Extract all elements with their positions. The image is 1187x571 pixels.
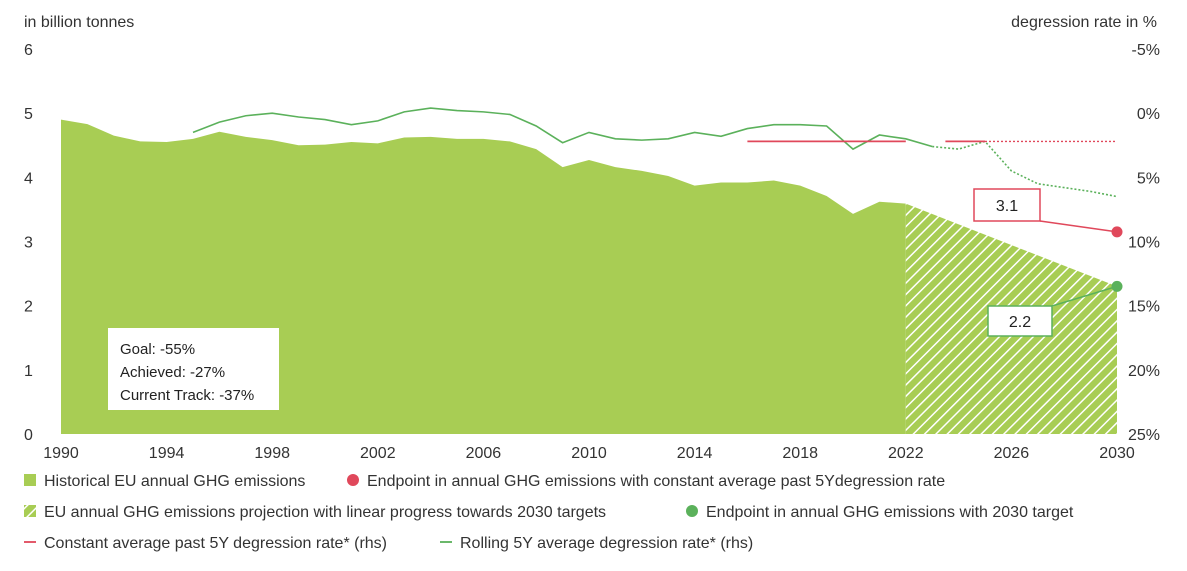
left-tick-label: 4 xyxy=(24,170,33,187)
x-axis-ticks: 1990 1994 1998 2002 2006 2010 2014 2018 2022 2026… xyxy=(43,445,1135,462)
right-tick-label: 5% xyxy=(1137,170,1160,187)
right-tick-label: 10% xyxy=(1128,235,1160,252)
right-axis-ticks: -5% 0% 5% 10% 15% 20% 25% xyxy=(1128,42,1160,444)
endpoint-callout-green: 2.2 xyxy=(987,305,1053,337)
right-axis-title: degression rate in % xyxy=(1011,14,1157,31)
x-tick-label: 1994 xyxy=(149,445,185,462)
legend-label: Rolling 5Y average degression rate* (rhs… xyxy=(460,535,753,552)
callout-red-label: 3.1 xyxy=(996,198,1018,215)
x-tick-label: 2014 xyxy=(677,445,713,462)
goal-text: Goal: -55% xyxy=(120,341,195,358)
callout-red-box xyxy=(973,188,1041,222)
legend-swatch-projection xyxy=(24,505,36,517)
left-tick-label: 1 xyxy=(24,363,33,380)
left-tick-label: 6 xyxy=(24,42,33,59)
legend-label: Endpoint in annual GHG emissions with 20… xyxy=(706,504,1074,521)
green-endpoint-dot xyxy=(1111,280,1123,292)
goal-annotation-background xyxy=(108,328,279,410)
left-axis-title: in billion tonnes xyxy=(24,14,134,31)
legend-dot xyxy=(686,505,698,517)
left-tick-label: 2 xyxy=(24,299,33,316)
achieved-text: Achieved: -27% xyxy=(120,364,225,381)
callout-green-box xyxy=(987,305,1053,337)
right-tick-label: 0% xyxy=(1137,106,1160,123)
legend-label: EU annual GHG emissions projection with … xyxy=(44,504,606,521)
left-tick-label: 0 xyxy=(24,427,33,444)
x-tick-label: 2026 xyxy=(994,445,1030,462)
left-tick-label: 3 xyxy=(24,235,33,252)
endpoint-callout-red: 3.1 xyxy=(973,188,1041,222)
left-axis-ticks: 0 1 2 3 4 5 6 xyxy=(24,42,33,444)
x-tick-label: 2030 xyxy=(1099,445,1135,462)
rolling-degression-projection-line xyxy=(932,140,1118,198)
x-tick-label: 2010 xyxy=(571,445,607,462)
callout-green-label: 2.2 xyxy=(1009,314,1031,331)
right-tick-label: 20% xyxy=(1128,363,1160,380)
x-tick-label: 1990 xyxy=(43,445,79,462)
goal-annotation-box: Goal: -55% Achieved: -27% Current Track:… xyxy=(108,328,279,410)
legend-label: Historical EU annual GHG emissions xyxy=(44,473,305,490)
legend: Historical EU annual GHG emissions Endpoi… xyxy=(24,473,1074,552)
x-tick-label: 1998 xyxy=(254,445,290,462)
legend-dot xyxy=(347,474,359,486)
x-tick-label: 2002 xyxy=(360,445,396,462)
x-tick-label: 2018 xyxy=(782,445,818,462)
left-tick-label: 5 xyxy=(24,106,33,123)
green-endpoint-connector xyxy=(1051,285,1118,307)
current-track-text: Current Track: -37% xyxy=(120,387,254,404)
right-tick-label: 15% xyxy=(1128,299,1160,316)
legend-label: Constant average past 5Y degression rate… xyxy=(44,535,387,552)
legend-swatch-historical xyxy=(24,474,36,486)
rolling-degression-line xyxy=(192,107,933,151)
red-endpoint-connector xyxy=(1039,220,1118,233)
red-endpoint-dot xyxy=(1111,226,1123,238)
right-tick-label: -5% xyxy=(1132,42,1160,59)
right-tick-label: 25% xyxy=(1128,427,1160,444)
x-tick-label: 2022 xyxy=(888,445,924,462)
legend-label: Endpoint in annual GHG emissions with co… xyxy=(367,473,945,490)
x-tick-label: 2006 xyxy=(466,445,502,462)
